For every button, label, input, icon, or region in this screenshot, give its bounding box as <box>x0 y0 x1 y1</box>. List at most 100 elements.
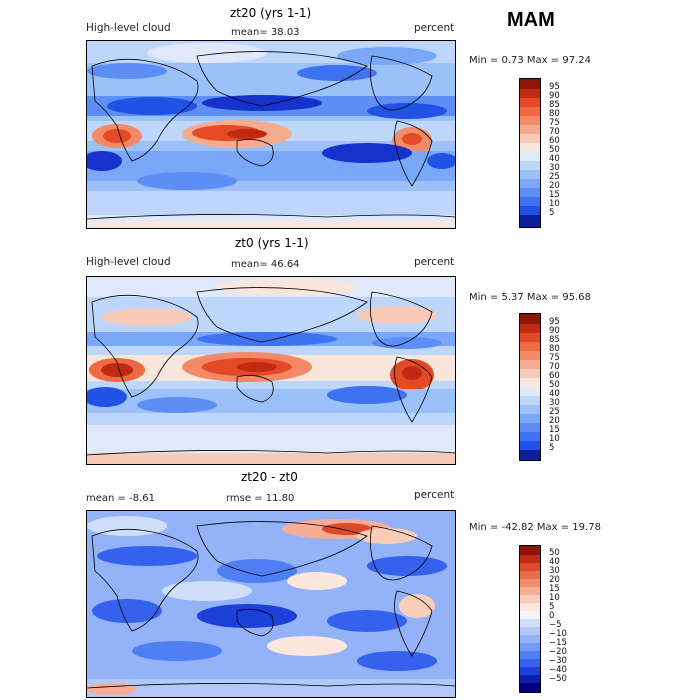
colorbar-tick: 30 <box>549 566 560 576</box>
colorbar-swatch <box>520 89 540 98</box>
colorbar-swatch <box>520 197 540 206</box>
panel1-variable-label: High-level cloud <box>86 22 171 34</box>
colorbar-swatch <box>520 134 540 143</box>
colorbar-tick: 50 <box>549 548 560 558</box>
colorbar-tick: 40 <box>549 154 560 164</box>
colorbar-swatch <box>520 579 540 587</box>
colorbar-tick: 80 <box>549 109 560 119</box>
panel1-mean: mean= 38.03 <box>231 27 300 38</box>
colorbar-swatch <box>520 179 540 188</box>
panel1-colorbar <box>519 78 541 228</box>
colorbar-tick: 60 <box>549 136 560 146</box>
colorbar-tick: −5 <box>549 620 562 630</box>
panel1-minmax: Min = 0.73 Max = 97.24 <box>469 55 591 66</box>
panel3-minmax: Min = -42.82 Max = 19.78 <box>469 522 601 533</box>
colorbar-tick: −10 <box>549 629 567 639</box>
colorbar-swatch <box>520 595 540 603</box>
colorbar-tick: 70 <box>549 362 560 372</box>
colorbar-tick: 5 <box>549 443 555 453</box>
colorbar-swatch <box>520 587 540 595</box>
panel2-minmax: Min = 5.37 Max = 95.68 <box>469 292 591 303</box>
colorbar-swatch <box>520 324 540 333</box>
colorbar-tick: 95 <box>549 317 560 327</box>
colorbar-swatch <box>520 396 540 405</box>
colorbar-swatch <box>520 342 540 351</box>
colorbar-tick: 10 <box>549 199 560 209</box>
colorbar-swatch <box>520 683 540 692</box>
colorbar-tick: 75 <box>549 353 560 363</box>
colorbar-swatch <box>520 107 540 116</box>
panel1-field <box>87 41 455 228</box>
colorbar-swatch <box>520 79 540 89</box>
colorbar-tick: 40 <box>549 557 560 567</box>
panel2-colorbar <box>519 313 541 461</box>
colorbar-swatch <box>520 333 540 342</box>
colorbar-swatch <box>520 619 540 627</box>
colorbar-tick: −15 <box>549 638 567 648</box>
colorbar-swatch <box>520 188 540 197</box>
panel2-title: zt0 (yrs 1-1) <box>235 236 309 250</box>
colorbar-tick: 10 <box>549 593 560 603</box>
colorbar-tick: 50 <box>549 380 560 390</box>
colorbar-swatch <box>520 450 540 460</box>
colorbar-tick: 40 <box>549 389 560 399</box>
colorbar-swatch <box>520 563 540 571</box>
colorbar-tick: 5 <box>549 208 555 218</box>
panel2-units: percent <box>414 256 455 268</box>
panel3-map <box>86 510 456 698</box>
colorbar-swatch <box>520 378 540 387</box>
panel2-mean: mean= 46.64 <box>231 259 300 270</box>
colorbar-tick: 20 <box>549 416 560 426</box>
colorbar-tick: 30 <box>549 398 560 408</box>
colorbar-tick: −30 <box>549 656 567 666</box>
panel3-mean: mean = -8.61 <box>86 493 155 504</box>
colorbar-swatch <box>520 571 540 579</box>
colorbar-swatch <box>520 387 540 396</box>
colorbar-tick: 20 <box>549 181 560 191</box>
colorbar-swatch <box>520 314 540 324</box>
colorbar-swatch <box>520 603 540 611</box>
panel1-units: percent <box>414 22 455 34</box>
colorbar-tick: 50 <box>549 145 560 155</box>
panel2-variable-label: High-level cloud <box>86 256 171 268</box>
colorbar-tick: 0 <box>549 611 555 621</box>
colorbar-tick: 5 <box>549 602 555 612</box>
season-title: MAM <box>507 9 555 31</box>
colorbar-tick: 85 <box>549 100 560 110</box>
colorbar-swatch <box>520 369 540 378</box>
colorbar-swatch <box>520 675 540 683</box>
colorbar-swatch <box>520 116 540 125</box>
panel1-title: zt20 (yrs 1-1) <box>230 6 312 20</box>
colorbar-tick: −40 <box>549 665 567 675</box>
colorbar-tick: 20 <box>549 575 560 585</box>
colorbar-tick: 25 <box>549 172 560 182</box>
colorbar-swatch <box>520 206 540 215</box>
colorbar-tick: 90 <box>549 91 560 101</box>
colorbar-swatch <box>520 659 540 667</box>
colorbar-swatch <box>520 643 540 651</box>
colorbar-swatch <box>520 215 540 227</box>
colorbar-swatch <box>520 351 540 360</box>
panel3-field <box>87 511 455 697</box>
panel3-title: zt20 - zt0 <box>241 470 298 484</box>
colorbar-swatch <box>520 627 540 635</box>
colorbar-swatch <box>520 555 540 563</box>
colorbar-tick: 15 <box>549 190 560 200</box>
colorbar-swatch <box>520 125 540 134</box>
colorbar-tick: 80 <box>549 344 560 354</box>
colorbar-tick: 85 <box>549 335 560 345</box>
colorbar-tick: 10 <box>549 434 560 444</box>
colorbar-tick: 25 <box>549 407 560 417</box>
colorbar-tick: 70 <box>549 127 560 137</box>
panel3-colorbar <box>519 545 541 693</box>
panel3-units: percent <box>414 489 455 501</box>
colorbar-swatch <box>520 98 540 107</box>
colorbar-swatch <box>520 161 540 170</box>
colorbar-swatch <box>520 441 540 450</box>
colorbar-swatch <box>520 423 540 432</box>
colorbar-tick: 75 <box>549 118 560 128</box>
colorbar-swatch <box>520 405 540 414</box>
colorbar-swatch <box>520 152 540 161</box>
colorbar-swatch <box>520 143 540 152</box>
colorbar-tick: 15 <box>549 425 560 435</box>
